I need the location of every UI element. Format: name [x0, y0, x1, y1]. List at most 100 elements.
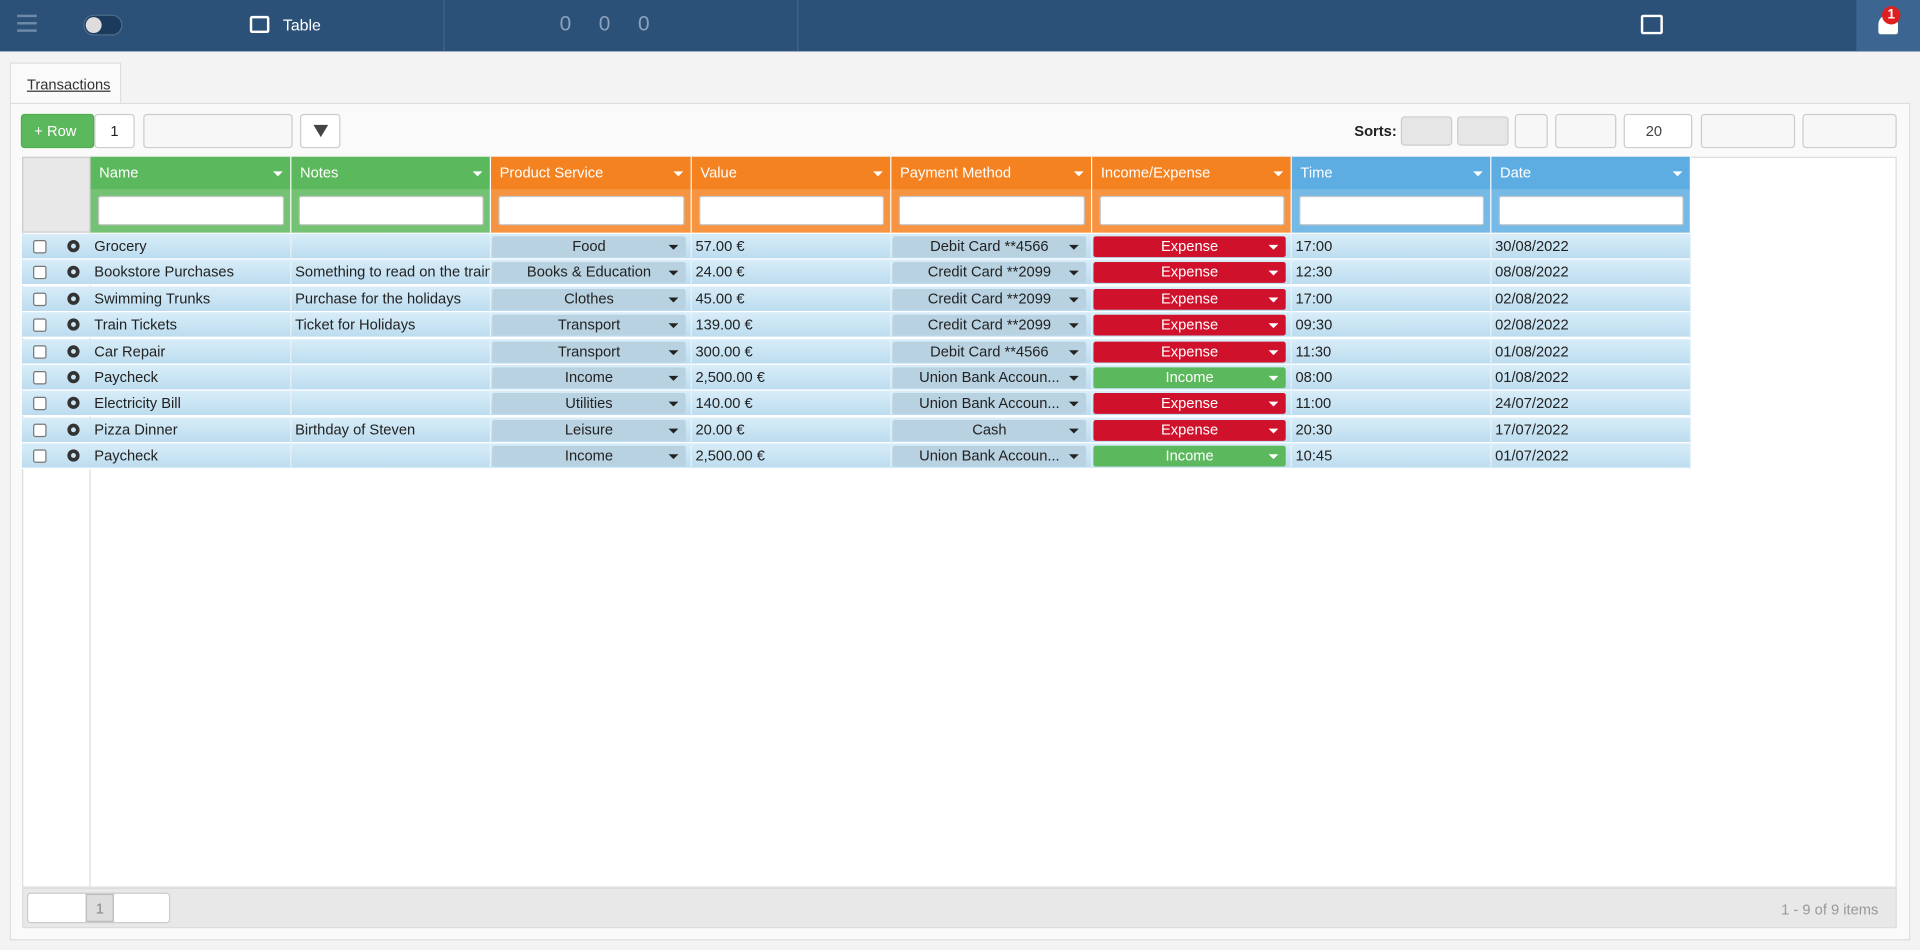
cell-badge[interactable]: Books & Education: [492, 262, 686, 284]
row-checkbox[interactable]: [33, 371, 47, 385]
page-number[interactable]: 1: [85, 893, 114, 923]
header-menu[interactable]: [273, 171, 283, 177]
column-header[interactable]: Product Service: [491, 156, 692, 190]
column-header[interactable]: Time: [1291, 156, 1492, 190]
cell: Leisure: [491, 417, 692, 444]
cell-badge[interactable]: Union Bank Accoun...: [892, 393, 1087, 415]
sort-chip[interactable]: [1400, 116, 1453, 146]
cell-badge[interactable]: Expense: [1093, 419, 1286, 441]
header-label[interactable]: Name: [99, 164, 139, 182]
cell-badge[interactable]: Union Bank Accoun...: [892, 445, 1087, 467]
row-menu[interactable]: [67, 423, 80, 436]
add-label[interactable]: Row: [46, 122, 77, 140]
sort-chip[interactable]: [1457, 116, 1509, 146]
row-menu[interactable]: [67, 266, 80, 279]
filter-input[interactable]: [498, 195, 685, 226]
row-count[interactable]: 1: [94, 113, 135, 149]
filter-button[interactable]: [300, 113, 341, 149]
column-header[interactable]: Notes: [291, 156, 492, 190]
search-button[interactable]: [1555, 113, 1617, 149]
cell-badge[interactable]: Debit Card **4566: [892, 236, 1087, 258]
header-menu[interactable]: [472, 171, 483, 177]
cell-badge[interactable]: Expense: [1093, 288, 1286, 310]
cell-badge[interactable]: Expense: [1093, 393, 1286, 415]
toggle[interactable]: [83, 14, 123, 36]
header-label[interactable]: Time: [1300, 164, 1333, 182]
row-menu[interactable]: [67, 240, 80, 253]
column-header[interactable]: Income/Expense: [1092, 156, 1292, 190]
cell-badge[interactable]: Income: [1093, 367, 1286, 389]
row-menu[interactable]: [67, 318, 80, 331]
filter-input[interactable]: [699, 195, 885, 226]
cell-badge[interactable]: Expense: [1093, 236, 1286, 258]
row-checkbox[interactable]: [33, 397, 47, 411]
tab[interactable]: Transactions: [9, 62, 122, 105]
row-menu[interactable]: [67, 371, 80, 384]
cell-badge[interactable]: Income: [492, 445, 686, 467]
density-buttons[interactable]: [1700, 113, 1796, 149]
header-label[interactable]: Date: [1500, 164, 1532, 182]
header-label[interactable]: Income/Expense: [1100, 164, 1211, 182]
menu-icon[interactable]: [17, 14, 37, 18]
view-title[interactable]: Table: [282, 15, 321, 35]
header-label[interactable]: Product Service: [499, 164, 604, 182]
cell: 30/08/2022: [1491, 233, 1692, 260]
filter-input[interactable]: [1498, 195, 1684, 226]
cell-badge[interactable]: Clothes: [492, 288, 686, 310]
header-menu[interactable]: [1073, 171, 1084, 177]
column-header[interactable]: Date: [1491, 156, 1692, 190]
clear-sorts[interactable]: [1514, 113, 1548, 149]
filter-input[interactable]: [1299, 195, 1485, 226]
row-checkbox[interactable]: [33, 449, 47, 464]
cell-badge[interactable]: Leisure: [492, 419, 686, 441]
column-header[interactable]: Name: [90, 156, 292, 190]
grid-icon[interactable]: [1640, 14, 1663, 35]
cell-badge[interactable]: Income: [1093, 445, 1286, 467]
cell-badge[interactable]: Union Bank Accoun...: [892, 367, 1087, 389]
header-label[interactable]: Value: [700, 164, 737, 182]
header-label[interactable]: Payment Method: [900, 164, 1012, 182]
font-buttons[interactable]: [1802, 113, 1897, 149]
cell-badge[interactable]: Credit Card **2099: [892, 288, 1087, 310]
cell-badge[interactable]: Transport: [492, 314, 686, 336]
row-checkbox[interactable]: [33, 240, 47, 254]
cell-badge[interactable]: Cash: [892, 419, 1087, 441]
cell-badge[interactable]: Food: [492, 236, 686, 258]
cell-badge[interactable]: Expense: [1093, 262, 1286, 284]
badge-text: Leisure: [564, 420, 614, 439]
row-menu[interactable]: [67, 397, 80, 410]
cell-badge[interactable]: Income: [492, 367, 686, 389]
filter-input[interactable]: [298, 195, 484, 226]
filter-input[interactable]: [1099, 195, 1285, 226]
cell-badge[interactable]: Debit Card **4566: [892, 341, 1087, 362]
cell-badge[interactable]: Credit Card **2099: [892, 314, 1087, 336]
header-label[interactable]: Notes: [300, 164, 339, 182]
filter-input[interactable]: [97, 195, 285, 226]
header-menu[interactable]: [1473, 171, 1483, 177]
row-checkbox[interactable]: [33, 344, 47, 359]
row-menu[interactable]: [67, 292, 80, 305]
cell-badge[interactable]: Transport: [492, 341, 686, 362]
cell-badge[interactable]: Expense: [1093, 314, 1286, 336]
column-header[interactable]: Value: [691, 156, 892, 190]
notifications[interactable]: 1: [1856, 0, 1920, 52]
page-size[interactable]: 20: [1623, 113, 1693, 149]
column-header[interactable]: Payment Method: [891, 156, 1093, 190]
cell-badge[interactable]: Utilities: [492, 393, 686, 415]
header-menu[interactable]: [673, 171, 684, 177]
tab-label[interactable]: Transactions: [26, 75, 111, 94]
badge-arrow: [1268, 402, 1279, 408]
header-menu[interactable]: [1672, 171, 1683, 177]
filter-input[interactable]: [898, 195, 1085, 226]
header-menu[interactable]: [1273, 171, 1284, 177]
cell-badge[interactable]: Expense: [1093, 341, 1286, 362]
cell-badge[interactable]: Credit Card **2099: [892, 262, 1087, 284]
row-checkbox[interactable]: [33, 318, 47, 333]
header-menu[interactable]: [873, 171, 883, 177]
row-checkbox[interactable]: [33, 292, 47, 306]
row-checkbox[interactable]: [33, 266, 47, 280]
add-row-button[interactable]: + Row: [20, 113, 95, 149]
row-menu[interactable]: [67, 449, 80, 462]
row-checkbox[interactable]: [33, 423, 47, 437]
row-menu[interactable]: [67, 344, 80, 358]
